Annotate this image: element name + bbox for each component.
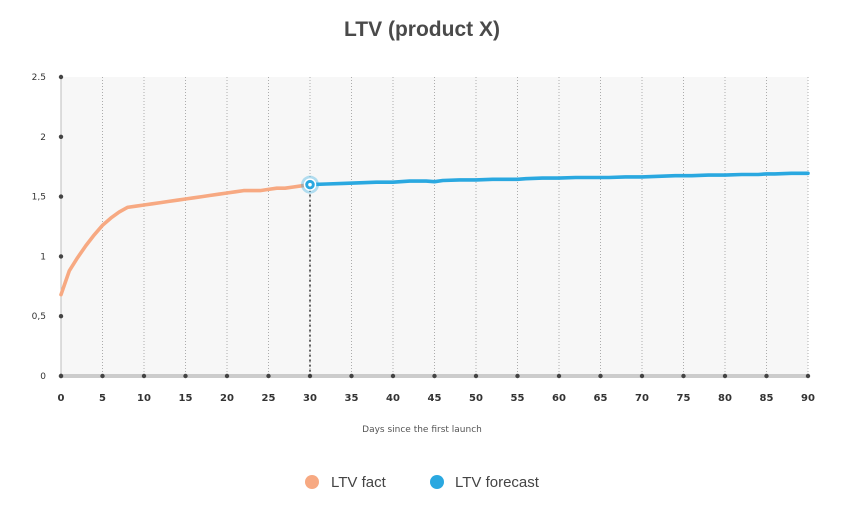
y-tick-label: 0 bbox=[40, 372, 46, 382]
y-tick-dot-0,5 bbox=[58, 314, 64, 319]
chart-title: LTV (product X) bbox=[344, 18, 500, 41]
highlight-marker bbox=[301, 175, 319, 376]
x-tick-label: 20 bbox=[220, 393, 234, 404]
y-tick-labels: 0 0,5 1 1,5 2 2.5 bbox=[32, 73, 47, 382]
x-tick-dot-10 bbox=[141, 373, 147, 379]
grid-lines bbox=[102, 77, 809, 376]
y-tick-label: 0,5 bbox=[32, 312, 46, 322]
x-tick-dot-35 bbox=[349, 373, 354, 379]
x-tick-label: 55 bbox=[511, 393, 525, 404]
x-tick-label: 50 bbox=[469, 393, 483, 404]
y-tick-dot-1 bbox=[58, 254, 64, 259]
x-tick-label: 45 bbox=[428, 393, 442, 404]
y-tick-label: 1,5 bbox=[32, 193, 46, 203]
x-tick-dot-70 bbox=[639, 373, 645, 379]
axes bbox=[58, 74, 811, 379]
x-tick-label: 0 bbox=[58, 393, 65, 404]
x-tick-dot-85 bbox=[764, 373, 769, 379]
x-tick-label: 75 bbox=[677, 393, 691, 404]
x-tick-dot-0 bbox=[58, 373, 64, 379]
x-tick-label: 25 bbox=[262, 393, 276, 404]
y-tick-dot-2 bbox=[58, 134, 64, 139]
x-tick-dot-25 bbox=[266, 373, 271, 379]
legend-marker-ltv-forecast bbox=[430, 475, 444, 489]
y-tick-dot-2.5 bbox=[58, 74, 64, 80]
x-tick-dot-5 bbox=[100, 373, 105, 379]
x-tick-label: 60 bbox=[552, 393, 566, 404]
series-line-ltv-fact bbox=[59, 182, 312, 297]
y-tick-label: 2 bbox=[40, 133, 46, 143]
x-tick-dot-55 bbox=[515, 373, 520, 379]
legend-item-ltv-fact[interactable]: LTV fact bbox=[305, 474, 387, 491]
x-tick-dot-45 bbox=[432, 373, 437, 379]
y-tick-label: 2.5 bbox=[32, 73, 46, 83]
x-tick-label: 85 bbox=[760, 393, 774, 404]
series-line-ltv-forecast bbox=[308, 171, 810, 187]
x-tick-label: 35 bbox=[345, 393, 359, 404]
x-tick-dot-15 bbox=[183, 373, 188, 379]
highlight-point-center bbox=[308, 182, 312, 187]
legend: LTV fact LTV forecast bbox=[305, 474, 540, 491]
x-tick-dot-65 bbox=[598, 373, 603, 379]
x-tick-dot-20 bbox=[224, 373, 230, 379]
x-tick-label: 65 bbox=[594, 393, 608, 404]
x-tick-dot-60 bbox=[556, 373, 562, 379]
x-tick-labels: 0 5 10 15 20 25 30 35 40 45 50 55 60 65 70 75 80 85 90 bbox=[58, 393, 815, 404]
legend-label-ltv-fact: LTV fact bbox=[331, 474, 387, 491]
x-tick-dot-75 bbox=[681, 373, 686, 379]
x-tick-dot-50 bbox=[473, 373, 479, 379]
x-tick-label: 90 bbox=[801, 393, 815, 404]
x-tick-label: 70 bbox=[635, 393, 649, 404]
y-tick-label: 1 bbox=[40, 252, 46, 262]
x-tick-label: 15 bbox=[179, 393, 193, 404]
plot-background bbox=[61, 77, 808, 376]
x-tick-dot-90 bbox=[805, 373, 811, 379]
y-tick-dot-1,5 bbox=[58, 194, 64, 199]
x-tick-label: 5 bbox=[99, 393, 106, 404]
legend-marker-ltv-fact bbox=[305, 475, 319, 489]
x-axis-label: Days since the first launch bbox=[362, 425, 482, 435]
x-tick-dot-40 bbox=[390, 373, 396, 379]
legend-label-ltv-forecast: LTV forecast bbox=[455, 474, 540, 491]
x-tick-label: 30 bbox=[303, 393, 317, 404]
x-tick-label: 40 bbox=[386, 393, 400, 404]
x-tick-dot-80 bbox=[722, 373, 728, 379]
x-tick-label: 80 bbox=[718, 393, 732, 404]
x-tick-label: 10 bbox=[137, 393, 151, 404]
series-lines bbox=[59, 171, 810, 297]
legend-item-ltv-forecast[interactable]: LTV forecast bbox=[430, 474, 540, 491]
